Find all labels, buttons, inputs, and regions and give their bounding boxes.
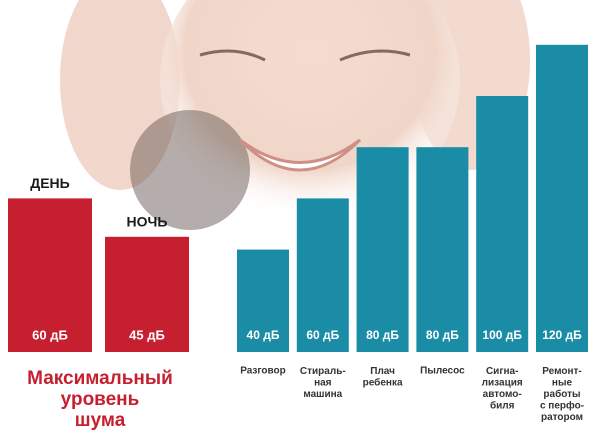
category-label: Стираль-ная машина	[300, 366, 346, 400]
value-label: 120 дБ	[542, 328, 582, 342]
category-label: Ремонт-ные работы с перфо-ратором	[540, 366, 584, 423]
value-label: 100 дБ	[482, 328, 522, 342]
category-label: НОЧЬ	[127, 214, 168, 230]
category-label: Плач ребенка	[363, 366, 403, 389]
value-label: 40 дБ	[247, 328, 280, 342]
bar	[476, 96, 529, 352]
bar	[8, 198, 92, 352]
bar	[416, 147, 469, 352]
category-label: Сигна-лизация автомо-биля	[482, 366, 523, 412]
bar	[296, 198, 349, 352]
value-label: 60 дБ	[306, 328, 339, 342]
bar	[356, 147, 409, 352]
category-label: Пылесос	[420, 366, 465, 377]
value-label: 80 дБ	[426, 328, 459, 342]
bar	[105, 236, 189, 352]
bar	[237, 249, 289, 352]
caption: Максимальный уровень шума	[27, 368, 173, 430]
value-label: 45 дБ	[129, 327, 165, 342]
category-label: ДЕНЬ	[30, 175, 69, 191]
value-label: 60 дБ	[32, 327, 68, 342]
category-label: Разговор	[240, 366, 286, 377]
bar	[536, 44, 588, 353]
value-label: 80 дБ	[366, 328, 399, 342]
